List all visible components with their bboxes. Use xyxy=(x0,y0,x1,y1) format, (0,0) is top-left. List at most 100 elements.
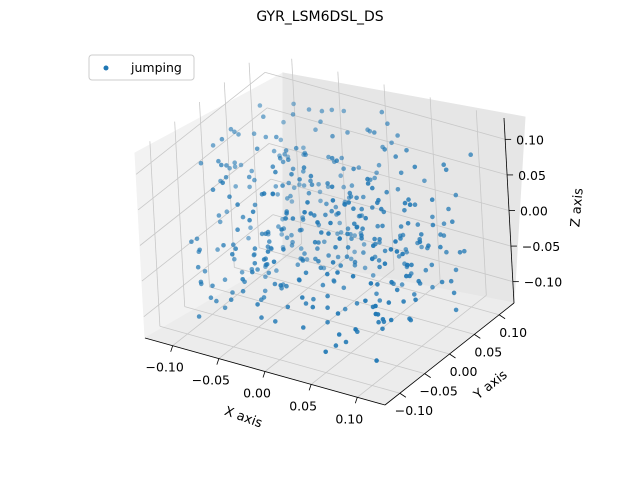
scatter-point xyxy=(453,267,459,273)
y-tick-label: 0.10 xyxy=(499,325,527,340)
scatter-point xyxy=(379,206,384,212)
scatter-point xyxy=(325,293,330,299)
scatter-point xyxy=(301,145,306,151)
scatter-point xyxy=(261,257,267,262)
scatter-point xyxy=(457,250,463,255)
scatter-point xyxy=(210,143,216,148)
scatter-point xyxy=(263,274,268,280)
scatter-point xyxy=(221,243,226,248)
scatter-point xyxy=(380,223,385,229)
scatter-point xyxy=(399,282,405,287)
scatter-point xyxy=(280,159,286,165)
y-tick-label: 0.05 xyxy=(474,344,502,359)
scatter-point xyxy=(382,147,388,152)
y-tick-labels: −0.10 −0.05 0.00 0.05 0.10 xyxy=(395,325,527,418)
scatter-point xyxy=(210,187,216,192)
scatter-point xyxy=(443,167,449,173)
scatter-point xyxy=(280,183,285,188)
scatter-point xyxy=(290,112,296,117)
scatter-point xyxy=(265,244,271,249)
scatter-point xyxy=(261,114,266,119)
scatter-point xyxy=(271,259,277,265)
scatter-point xyxy=(323,212,328,218)
scatter-point xyxy=(349,183,355,188)
scatter-point xyxy=(264,262,270,267)
scatter-point xyxy=(301,165,307,170)
scatter-point xyxy=(386,300,392,305)
scatter-point xyxy=(270,191,276,197)
legend-box xyxy=(88,54,195,81)
scatter-point xyxy=(297,277,302,283)
scatter-point xyxy=(400,232,406,238)
scatter-point xyxy=(285,196,290,201)
scatter-point xyxy=(382,261,388,267)
scatter-point xyxy=(400,251,405,257)
y-tick-mark xyxy=(424,373,431,378)
scatter-point xyxy=(361,194,366,200)
scatter-point xyxy=(295,262,301,268)
grid-floor-y xyxy=(234,266,475,335)
scatter-point xyxy=(254,146,260,152)
scatter-point xyxy=(325,271,330,277)
scatter-point xyxy=(329,107,335,113)
scatter-point xyxy=(273,169,278,175)
scatter-point xyxy=(230,290,235,295)
scatter-point xyxy=(233,184,238,189)
scatter-point xyxy=(338,230,344,235)
scatter-point xyxy=(297,228,303,233)
scatter-point xyxy=(412,292,417,297)
scatter-point xyxy=(312,239,318,245)
scatter-point xyxy=(219,162,224,168)
scatter-point xyxy=(337,236,343,241)
scatter-point xyxy=(267,239,272,244)
scatter-point xyxy=(291,101,296,107)
y-tick-mark xyxy=(474,334,481,339)
grid-back-z xyxy=(268,143,510,211)
scatter-point xyxy=(325,181,330,186)
scatter-point xyxy=(255,267,260,272)
scatter-point xyxy=(439,279,445,285)
y-tick-label: 0.00 xyxy=(450,364,478,379)
scatter-point xyxy=(373,303,378,309)
scatter-point xyxy=(339,155,345,161)
scatter-point xyxy=(286,180,292,186)
scatter-point xyxy=(370,205,375,210)
grid-back-z xyxy=(265,71,506,140)
scatter-point xyxy=(326,253,331,258)
scatter-point xyxy=(285,304,291,310)
scatter-point xyxy=(300,258,306,263)
scatter-point xyxy=(352,233,358,238)
scatter-point xyxy=(333,204,339,210)
z-tick-label: 0.10 xyxy=(516,132,544,147)
x-tick-mark xyxy=(262,371,266,378)
scatter-point xyxy=(222,305,228,311)
scatter-point xyxy=(376,258,382,263)
scatter-point xyxy=(320,282,326,288)
scatter-point xyxy=(330,133,335,139)
scatter-point xyxy=(302,251,307,256)
scatter-point xyxy=(374,291,379,297)
scatter-point xyxy=(335,270,340,275)
scatter-point xyxy=(360,226,365,231)
scatter-point xyxy=(231,242,236,247)
x-tick-mark xyxy=(216,358,220,365)
scatter-point xyxy=(247,184,252,190)
scatter-point xyxy=(405,262,410,268)
scatter-point xyxy=(349,236,354,241)
scatter-point xyxy=(389,140,394,146)
scatter-point xyxy=(277,156,283,161)
scatter-point xyxy=(265,249,271,254)
scatter-point xyxy=(417,239,423,245)
scatter-point xyxy=(450,219,455,224)
scatter-point xyxy=(338,173,344,178)
grid-left-z xyxy=(139,143,270,246)
scatter-point xyxy=(269,246,274,252)
scatter-point xyxy=(284,211,289,216)
scatter-point xyxy=(235,227,240,232)
scatter-point xyxy=(385,121,390,126)
scatter-point xyxy=(403,247,409,252)
grid-floor-y xyxy=(209,286,450,355)
scatter-point xyxy=(389,279,394,285)
scatter-point xyxy=(357,213,363,219)
scatter-point xyxy=(316,240,321,245)
